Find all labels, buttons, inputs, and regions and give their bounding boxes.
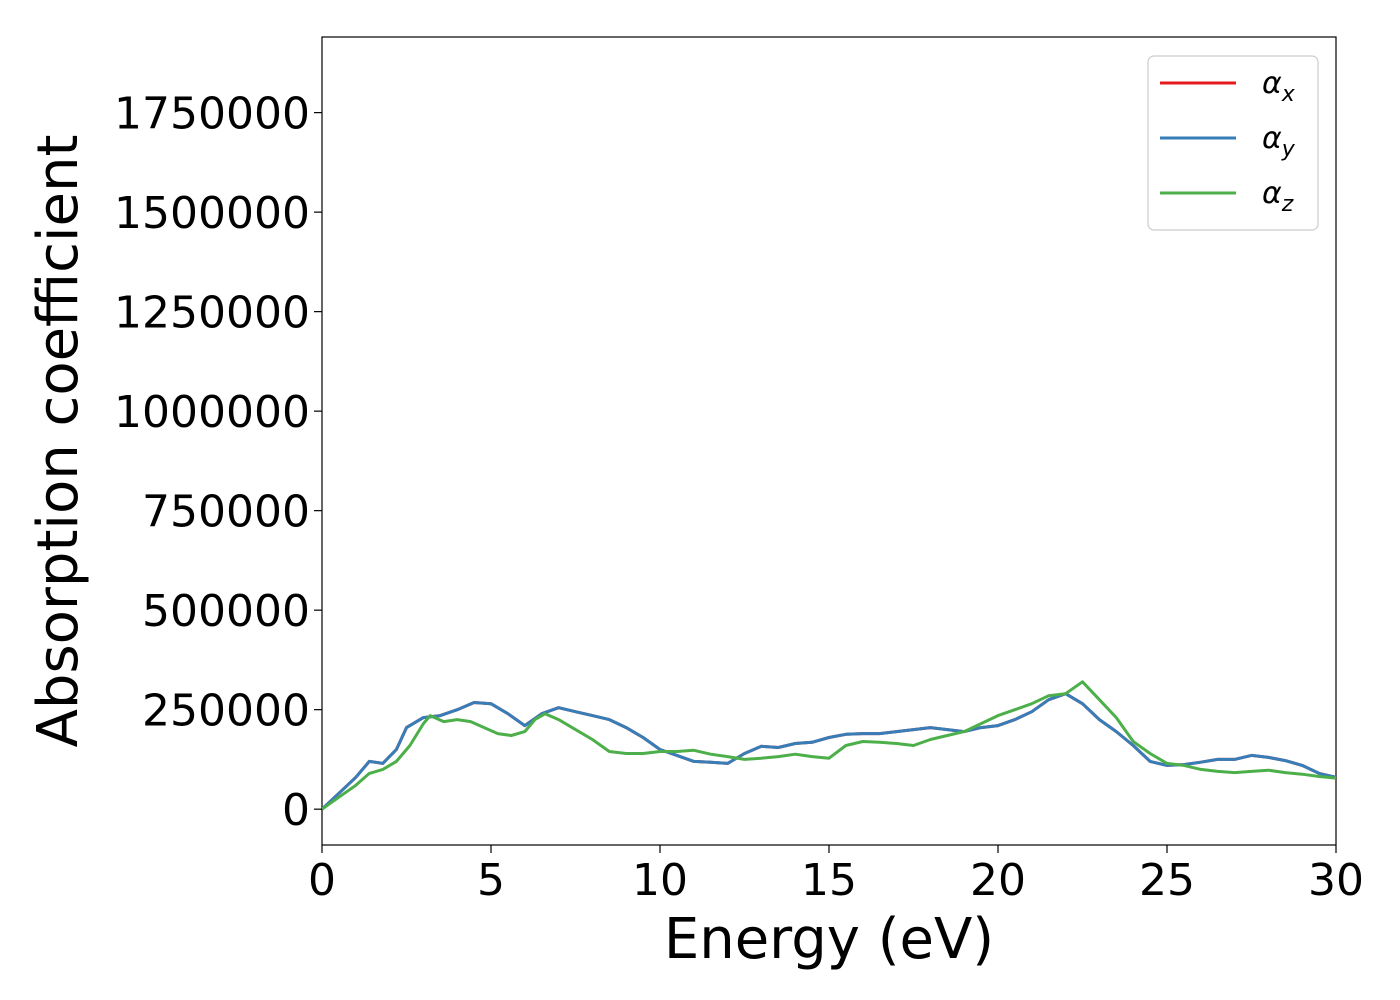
y-tick-label: 500000 bbox=[142, 586, 310, 637]
x-tick-label: 25 bbox=[1139, 855, 1195, 906]
x-tick-label: 20 bbox=[970, 855, 1026, 906]
series-layer bbox=[322, 680, 1336, 811]
legend-label-x: αx bbox=[1262, 66, 1296, 107]
x-tick-label: 10 bbox=[632, 855, 688, 906]
x-axis-ticks: 0 5 10 15 20 25 30 bbox=[308, 845, 1364, 906]
y-tick-label: 1250000 bbox=[114, 288, 310, 339]
legend: αx αy αz bbox=[1147, 55, 1319, 231]
x-axis-label: Energy (eV) bbox=[664, 907, 994, 972]
x-tick-label: 15 bbox=[801, 855, 857, 906]
y-axis-ticks: 0 250000 500000 750000 1000000 1250000 1500000… bbox=[114, 89, 322, 836]
x-tick-label: 5 bbox=[477, 855, 505, 906]
y-axis-label: Absorption coefficient bbox=[26, 135, 91, 748]
x-tick-label: 30 bbox=[1308, 855, 1364, 906]
x-tick-label: 0 bbox=[308, 855, 336, 906]
y-tick-label: 750000 bbox=[142, 487, 310, 538]
legend-box bbox=[1147, 55, 1319, 231]
y-tick-label: 250000 bbox=[142, 686, 310, 737]
legend-label-z: αz bbox=[1262, 176, 1294, 217]
series-line-x bbox=[322, 692, 1336, 811]
y-tick-label: 1750000 bbox=[114, 89, 310, 140]
series-line-y bbox=[322, 692, 1336, 811]
y-tick-label: 1500000 bbox=[114, 188, 310, 239]
y-tick-label: 1000000 bbox=[114, 387, 310, 438]
y-tick-label: 0 bbox=[282, 785, 310, 836]
legend-label-y: αy bbox=[1262, 121, 1296, 162]
series-line-z bbox=[322, 680, 1336, 811]
